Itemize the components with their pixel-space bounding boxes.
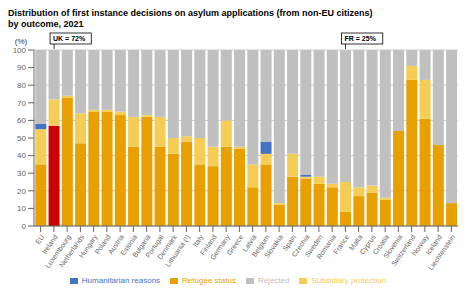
- svg-text:Latvia: Latvia: [241, 233, 258, 253]
- html-text:Distribution of first instance: Distribution of first instance decisions…: [8, 8, 373, 18]
- html-text:Refugee status: Refugee status: [182, 276, 236, 285]
- svg-text:30: 30: [17, 169, 26, 178]
- svg-text:Liechtenstein: Liechtenstein: [427, 233, 456, 271]
- svg-text:Czechia: Czechia: [290, 233, 311, 259]
- svg-text:Austria: Austria: [106, 233, 125, 256]
- svg-text:10: 10: [17, 204, 26, 213]
- svg-text:100: 100: [13, 46, 27, 55]
- svg-text:40: 40: [17, 151, 26, 160]
- svg-text:Germany: Germany: [208, 233, 231, 261]
- svg-text:Sweden: Sweden: [303, 233, 324, 259]
- svg-text:Croatia: Croatia: [371, 233, 390, 256]
- svg-text:Slovakia: Slovakia: [263, 233, 284, 259]
- html-text:Subsidiary protection: Subsidiary protection: [311, 276, 387, 285]
- svg-text:Hungary: Hungary: [77, 233, 99, 260]
- svg-text:Bulgaria: Bulgaria: [131, 233, 152, 259]
- svg-text:Netherlands: Netherlands: [57, 233, 86, 269]
- svg-text:Portugal: Portugal: [144, 233, 165, 259]
- svg-text:Luxembourg: Luxembourg: [44, 233, 72, 270]
- svg-text:Iceland: Iceland: [424, 233, 443, 256]
- svg-text:Lithuania (¹): Lithuania (¹): [164, 233, 192, 268]
- svg-text:France: France: [332, 233, 350, 255]
- svg-text:Cyprus: Cyprus: [358, 233, 377, 256]
- svg-text:Norway: Norway: [410, 233, 430, 257]
- svg-text:Belgium: Belgium: [250, 233, 271, 259]
- svg-text:0: 0: [22, 222, 27, 231]
- svg-text:EU: EU: [34, 233, 45, 245]
- svg-text:Switzerland: Switzerland: [390, 233, 417, 268]
- svg-text:Poland: Poland: [93, 233, 112, 256]
- svg-text:(%): (%): [15, 37, 28, 46]
- svg-text:Denmark: Denmark: [156, 233, 178, 261]
- html-text:Rejected: Rejected: [257, 276, 290, 285]
- svg-text:70: 70: [17, 99, 26, 108]
- svg-text:80: 80: [17, 81, 26, 90]
- html-text:by outcome, 2021: by outcome, 2021: [8, 19, 84, 29]
- svg-text:90: 90: [17, 63, 26, 72]
- svg-text:Italy: Italy: [191, 233, 205, 248]
- svg-text:20: 20: [17, 187, 26, 196]
- svg-text:UK = 72%: UK = 72%: [53, 35, 86, 42]
- svg-text:Finland: Finland: [198, 233, 218, 257]
- svg-text:60: 60: [17, 116, 26, 125]
- svg-text:50: 50: [17, 134, 26, 143]
- svg-text:Ireland: Ireland: [40, 233, 59, 255]
- svg-text:FR = 25%: FR = 25%: [345, 35, 377, 42]
- svg-text:Romania: Romania: [315, 233, 337, 260]
- svg-text:Malta: Malta: [348, 233, 364, 252]
- svg-text:Slovenia: Slovenia: [382, 233, 404, 260]
- svg-text:Spain: Spain: [281, 233, 298, 253]
- svg-text:Greece: Greece: [225, 233, 244, 256]
- html-text:Humanitarian reasons: Humanitarian reasons: [81, 276, 161, 285]
- svg-text:Estonia: Estonia: [119, 233, 139, 257]
